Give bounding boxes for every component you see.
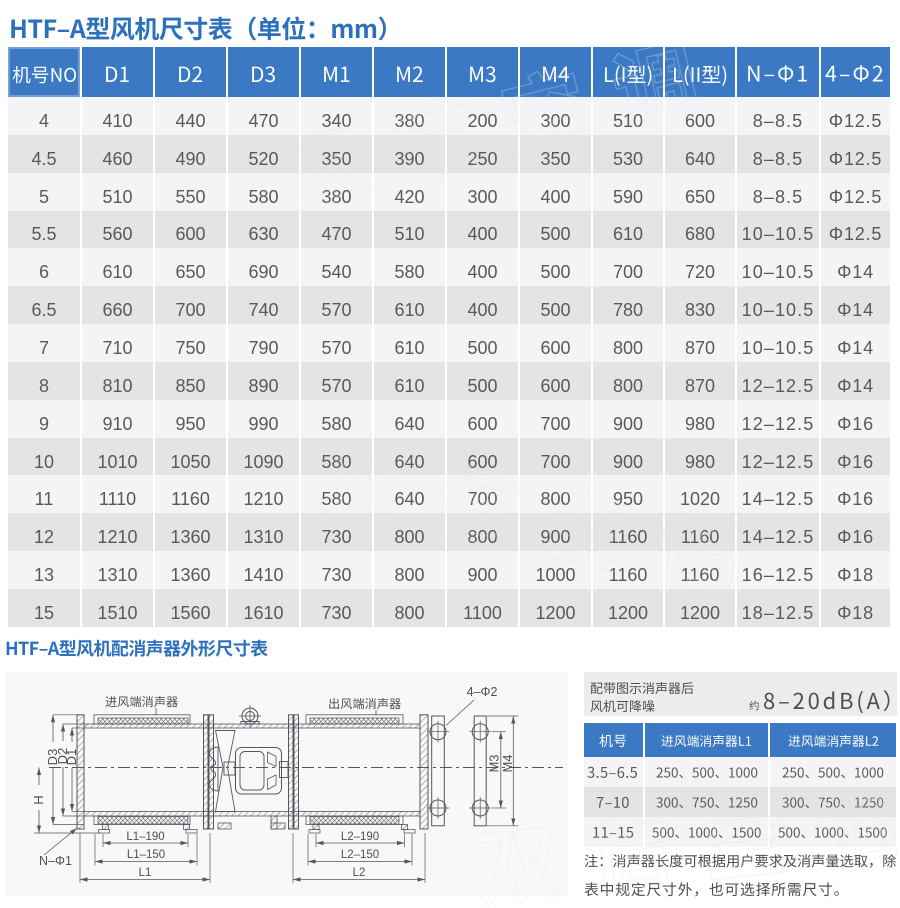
svg-text:M3: M3 xyxy=(487,754,502,772)
svg-text:4–Φ2: 4–Φ2 xyxy=(467,685,498,699)
svg-text:L1: L1 xyxy=(139,867,152,879)
svg-text:L1–150: L1–150 xyxy=(127,849,165,861)
svg-text:H: H xyxy=(31,795,46,804)
svg-text:L2: L2 xyxy=(353,867,366,879)
svg-text:L2–150: L2–150 xyxy=(341,849,379,861)
svg-text:D3: D3 xyxy=(45,749,60,766)
svg-text:M4: M4 xyxy=(500,754,515,772)
svg-text:L2–190: L2–190 xyxy=(341,831,379,843)
svg-text:N–Φ1: N–Φ1 xyxy=(39,854,72,868)
svg-text:D2: D2 xyxy=(55,748,70,765)
svg-text:D1: D1 xyxy=(64,749,79,766)
svg-text:L1–190: L1–190 xyxy=(126,831,164,843)
